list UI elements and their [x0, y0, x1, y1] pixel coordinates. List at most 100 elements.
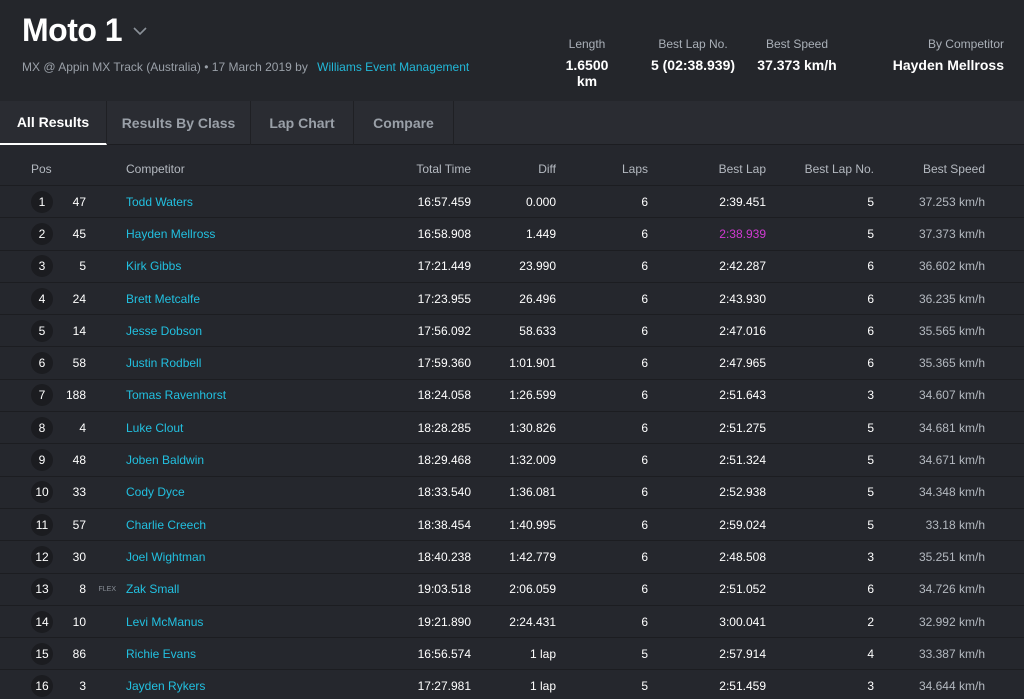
col-laps[interactable]: Laps: [621, 162, 648, 176]
competitor-link[interactable]: Jayden Rykers: [126, 679, 206, 694]
competitor-cell: Richie Evans: [126, 647, 376, 661]
best-lap: 2:59.024: [719, 517, 766, 532]
table-row[interactable]: 10 33 Cody Dyce 18:33.540 1:36.081 6 2:5…: [0, 477, 1024, 509]
laps: 5: [641, 679, 648, 694]
position-badge: 2: [31, 222, 53, 245]
page-title: Moto 1: [22, 12, 123, 48]
laps: 5: [641, 646, 648, 661]
table-row[interactable]: 4 24 Brett Metcalfe 17:23.955 26.496 6 2…: [0, 283, 1024, 316]
position-badge: 3: [31, 255, 53, 278]
best-speed: 34.726 km/h: [918, 582, 985, 597]
competitor-link[interactable]: Tomas Ravenhorst: [126, 388, 227, 403]
best-speed: 36.602 km/h: [918, 259, 985, 274]
competitor-link[interactable]: Richie Evans: [126, 646, 197, 661]
competitor-link[interactable]: Zak Small: [126, 582, 180, 597]
total-time: 19:21.890: [417, 614, 471, 629]
competitor-cell: Todd Waters: [126, 195, 376, 209]
tab-all-results[interactable]: All Results: [0, 101, 107, 145]
stat-value: 1.6500 km: [565, 57, 609, 89]
pos-cell: 7: [0, 384, 86, 407]
best-lap: 2:48.508: [719, 549, 766, 564]
col-total-time[interactable]: Total Time: [416, 162, 471, 176]
competitor-link[interactable]: Levi McManus: [126, 614, 204, 629]
best-lap-no: 5: [867, 226, 874, 241]
competitor-link[interactable]: Justin Rodbell: [126, 356, 202, 371]
table-row[interactable]: 7 188 Tomas Ravenhorst 18:24.058 1:26.59…: [0, 380, 1024, 413]
chevron-down-icon[interactable]: [132, 24, 148, 40]
rider-number: 3: [79, 679, 86, 694]
stat-label: Best Lap No.: [658, 37, 728, 51]
stat-value: 5 (02:38.939): [650, 57, 736, 73]
rider-number: 8: [79, 582, 86, 597]
position-badge: 11: [31, 513, 53, 536]
best-speed: 37.253 km/h: [918, 194, 985, 209]
competitor-link[interactable]: Cody Dyce: [126, 485, 185, 500]
best-lap: 2:51.459: [719, 679, 766, 694]
tab-lap-chart[interactable]: Lap Chart: [251, 101, 354, 145]
tab-compare[interactable]: Compare: [354, 101, 454, 145]
pos-cell: 1: [0, 190, 86, 213]
stat-label: Length: [568, 37, 606, 51]
rider-number: 45: [72, 226, 86, 241]
competitor-link[interactable]: Brett Metcalfe: [126, 291, 201, 306]
diff: 26.496: [519, 291, 556, 306]
diff: 23.990: [519, 259, 556, 274]
tab-results-by-class[interactable]: Results By Class: [107, 101, 251, 145]
competitor-link[interactable]: Charlie Creech: [126, 517, 207, 532]
col-best-speed[interactable]: Best Speed: [922, 162, 985, 176]
competitor-link[interactable]: Todd Waters: [126, 194, 193, 209]
competitor-link[interactable]: Jesse Dobson: [126, 323, 203, 338]
stat-label: Best Speed: [765, 37, 829, 51]
best-speed: 33.387 km/h: [918, 646, 985, 661]
table-row[interactable]: 8 4 Luke Clout 18:28.285 1:30.826 6 2:51…: [0, 412, 1024, 445]
best-lap-no: 5: [867, 517, 874, 532]
laps: 6: [641, 582, 648, 597]
best-speed: 35.251 km/h: [918, 549, 985, 564]
competitor-cell: Levi McManus: [126, 615, 376, 629]
rider-number: 33: [72, 485, 86, 500]
table-row[interactable]: 14 10 Levi McManus 19:21.890 2:24.431 6 …: [0, 606, 1024, 639]
rider-number: 5: [79, 259, 86, 274]
col-best-lap[interactable]: Best Lap: [718, 162, 766, 176]
laps: 6: [641, 517, 648, 532]
table-row[interactable]: 5 14 Jesse Dobson 17:56.092 58.633 6 2:4…: [0, 315, 1024, 348]
col-pos[interactable]: Pos: [31, 162, 52, 176]
col-best-lap-no[interactable]: Best Lap No.: [804, 162, 874, 176]
table-row[interactable]: 16 3 Jayden Rykers 17:27.981 1 lap 5 2:5…: [0, 670, 1024, 699]
laps: 6: [641, 259, 648, 274]
best-lap: 2:39.451: [719, 194, 766, 209]
diff: 1 lap: [529, 646, 556, 661]
competitor-cell: Zak Small: [126, 582, 376, 596]
position-badge: 1: [31, 190, 53, 213]
competitor-link[interactable]: Kirk Gibbs: [126, 259, 182, 274]
competitor-link[interactable]: Hayden Mellross: [126, 226, 216, 241]
rider-number: 47: [72, 194, 86, 209]
table-row[interactable]: 12 30 Joel Wightman 18:40.238 1:42.779 6…: [0, 541, 1024, 574]
organizer-link[interactable]: Williams Event Management: [317, 60, 470, 74]
table-row[interactable]: 1 47 Todd Waters 16:57.459 0.000 6 2:39.…: [0, 186, 1024, 219]
competitor-link[interactable]: Luke Clout: [126, 420, 184, 435]
table-row[interactable]: 6 58 Justin Rodbell 17:59.360 1:01.901 6…: [0, 347, 1024, 380]
table-row[interactable]: 13 8 FLEX Zak Small 19:03.518 2:06.059 6…: [0, 574, 1024, 606]
col-competitor[interactable]: Competitor: [126, 162, 185, 176]
competitor-cell: Tomas Ravenhorst: [126, 388, 376, 402]
table-row[interactable]: 11 57 Charlie Creech 18:38.454 1:40.995 …: [0, 509, 1024, 542]
col-diff[interactable]: Diff: [538, 162, 556, 176]
stat-best-speed: Best Speed 37.373 km/h: [748, 37, 846, 89]
competitor-link[interactable]: Joel Wightman: [126, 549, 206, 564]
position-badge: 13: [31, 578, 53, 601]
table-row[interactable]: 3 5 Kirk Gibbs 17:21.449 23.990 6 2:42.2…: [0, 251, 1024, 283]
table-row[interactable]: 9 48 Joben Baldwin 18:29.468 1:32.009 6 …: [0, 444, 1024, 477]
table-row[interactable]: 2 45 Hayden Mellross 16:58.908 1.449 6 2…: [0, 218, 1024, 251]
diff: 58.633: [519, 323, 556, 338]
table-row[interactable]: 15 86 Richie Evans 16:56.574 1 lap 5 2:5…: [0, 638, 1024, 671]
pos-cell: 2: [0, 222, 86, 245]
competitor-link[interactable]: Joben Baldwin: [126, 453, 205, 468]
stat-best-lap-no: Best Lap No. 5 (02:38.939): [648, 37, 738, 89]
best-speed: 35.365 km/h: [918, 356, 985, 371]
pos-cell: 12: [0, 545, 86, 568]
position-badge: 7: [31, 384, 53, 407]
best-lap-no: 6: [867, 356, 874, 371]
best-lap: 2:47.016: [719, 323, 766, 338]
competitor-cell: Joben Baldwin: [126, 453, 376, 467]
